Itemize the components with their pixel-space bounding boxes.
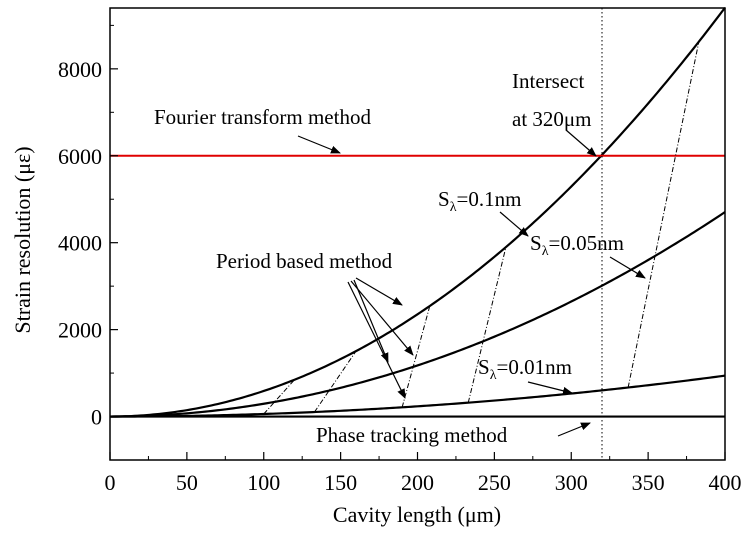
x-tick-label: 0 — [105, 470, 116, 495]
s01-sub: λ — [450, 200, 457, 215]
period-segment-2 — [314, 350, 357, 413]
x-tick-label: 100 — [247, 470, 280, 495]
series-s005-line — [109, 211, 726, 418]
series-s01-line — [109, 6, 726, 418]
y-tick-label: 8000 — [58, 57, 102, 82]
intersect-label-line1: Intersect — [512, 69, 584, 93]
period-based-segments — [263, 41, 700, 415]
x-tick-label: 150 — [324, 470, 357, 495]
x-axis-title: Cavity length (μm) — [333, 502, 501, 527]
fourier-arrow — [297, 135, 341, 154]
phase-arrow — [557, 422, 591, 437]
s001-label: Sλ=0.01nm — [478, 355, 572, 383]
x-tick-label: 400 — [709, 470, 742, 495]
intersect-label-line2: at 320μm — [512, 107, 592, 131]
s001-sub: λ — [490, 368, 497, 383]
phase-method-label: Phase tracking method — [316, 423, 508, 447]
x-tick-label: 350 — [632, 470, 665, 495]
fourier-method-label: Fourier transform method — [154, 105, 371, 129]
s005-value: =0.05nm — [548, 231, 623, 255]
period-segment-1 — [263, 379, 295, 415]
y-tick-label: 6000 — [58, 144, 102, 169]
plot-frame — [109, 7, 726, 461]
s005-sub: λ — [542, 244, 549, 259]
curve-layer — [109, 6, 726, 418]
period-segment-3 — [401, 305, 431, 408]
period-arrow-4 — [347, 281, 406, 399]
period-arrow-3 — [350, 280, 414, 356]
s01-value: =0.1nm — [456, 187, 521, 211]
x-tick-label: 50 — [176, 470, 198, 495]
period-segment-4 — [467, 246, 507, 403]
period-arrow-2 — [353, 279, 389, 363]
s01-label: Sλ=0.1nm — [438, 187, 521, 215]
s005-prefix: S — [530, 231, 542, 255]
period-segment-5 — [627, 41, 700, 388]
x-tick-label: 250 — [478, 470, 511, 495]
y-axis-ticks: 0 2000 4000 6000 8000 — [58, 24, 118, 430]
s001-prefix: S — [478, 355, 490, 379]
x-axis-ticks: 0 50 100 150 200 250 300 350 400 — [105, 452, 742, 495]
y-tick-label: 2000 — [58, 318, 102, 343]
period-arrow-1 — [355, 277, 403, 306]
s01-prefix: S — [438, 187, 450, 211]
y-tick-label: 0 — [91, 405, 102, 430]
y-tick-label: 4000 — [58, 231, 102, 256]
period-method-label: Period based method — [216, 249, 393, 273]
x-tick-label: 300 — [555, 470, 588, 495]
s005-arrow — [609, 256, 646, 279]
x-tick-label: 200 — [401, 470, 434, 495]
s01-arrow — [499, 211, 529, 237]
y-axis-title: Strain resolution (με) — [10, 146, 35, 333]
s001-arrow — [527, 381, 573, 395]
s005-label: Sλ=0.05nm — [530, 231, 624, 259]
series-s001-line — [110, 374, 726, 418]
s001-value: =0.01nm — [496, 355, 571, 379]
intersect-arrow — [565, 129, 597, 157]
